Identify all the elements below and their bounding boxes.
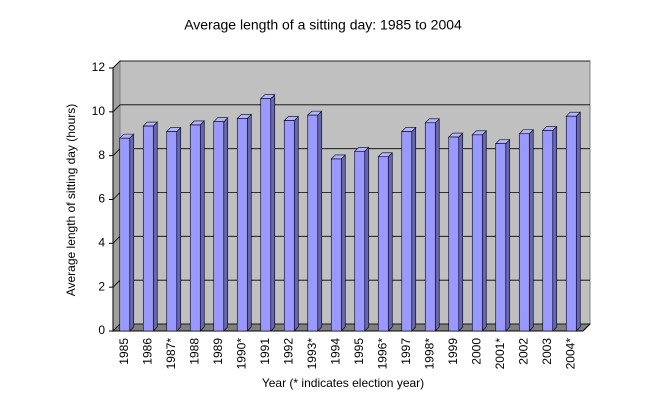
bar-front [142,125,154,332]
bar-side [152,121,158,332]
x-tick-label: 2000 [469,338,483,365]
floor [111,323,592,332]
bar-side [270,93,276,332]
bar [330,154,346,332]
y-axis-label: Average length of sitting day (hours) [64,104,78,297]
chart-title: Average length of a sitting day: 1985 to… [184,17,462,33]
bar-front [283,120,295,332]
bar [142,121,158,332]
x-tick-label: 1986 [140,338,154,365]
bar-side [434,118,440,332]
bar [119,133,135,332]
bar-front [119,137,131,332]
bar-side [387,152,393,332]
y-tick-label: 8 [98,148,105,162]
bar [189,120,205,332]
y-tick-label: 0 [98,323,105,337]
bar-front [542,130,554,332]
bar-side [199,120,205,332]
x-tick-label: 1990* [234,338,248,370]
bar-side [575,111,581,332]
x-tick-label: 2004* [563,338,577,370]
x-tick-label: 2001* [493,338,507,370]
bar-side [552,125,558,332]
bar-side [293,115,299,332]
x-tick-label: 1996* [375,338,389,370]
x-tick-label: 1985 [117,338,131,365]
x-tick-label: 1997 [399,338,413,365]
bar-front [213,121,225,332]
bar [471,130,487,332]
bar-side [505,138,511,332]
bar [260,93,276,332]
bar-side [176,126,182,332]
bar [166,126,182,332]
bar [377,152,393,332]
bar-front [166,131,178,332]
bar-front [307,114,319,332]
y-tick-label: 2 [98,279,105,293]
bar [565,111,581,332]
bar-side [129,133,135,332]
bar-front [424,122,436,332]
bar-front [236,118,248,332]
bar [542,125,558,332]
x-tick-label: 1992 [281,338,295,365]
x-tick-label: 1999 [446,338,460,365]
x-tick-label: 2002 [516,338,530,365]
y-tick-label: 6 [98,192,105,206]
bar [401,126,417,332]
x-tick-label: 1991 [258,338,272,365]
bar-side [364,146,370,332]
bar-side [458,132,464,332]
x-tick-label: 1989 [211,338,225,365]
y-tick-label: 4 [98,236,105,250]
bar-side [223,116,229,332]
bar [448,132,464,332]
bar-front [330,158,342,332]
bar [307,110,323,332]
bar [283,115,299,332]
bar-side [246,113,252,332]
grid-line [112,60,590,69]
x-tick-label: 1988 [187,338,201,365]
bar [495,138,511,332]
bar-front [354,150,366,332]
bar [424,118,440,332]
bar-front [260,98,272,332]
y-tick-label: 10 [92,104,106,118]
bar-front [495,143,507,332]
bar-side [340,154,346,332]
bar-side [411,126,417,332]
bar-front [448,136,460,332]
bar [236,113,252,332]
bar-front [189,124,201,332]
x-tick-label: 1987* [164,338,178,370]
bar-side [528,129,534,332]
bar [354,146,370,332]
x-tick-label: 1993* [305,338,319,370]
x-axis-depth [582,323,591,332]
bar [213,116,229,332]
bar-front [377,156,389,332]
bar-front [565,115,577,332]
y-tick-label: 12 [92,60,106,74]
bar [518,129,534,332]
bar-front [518,133,530,332]
bar-front [471,134,483,332]
bar-side [317,110,323,332]
grid-line [112,104,590,113]
bar-front [401,131,413,332]
bar-side [481,130,487,332]
x-axis-label: Year (* indicates election year) [262,376,424,390]
x-tick-label: 1995 [352,338,366,365]
x-tick-label: 1994 [328,338,342,365]
x-tick-label: 1998* [422,338,436,370]
x-tick-label: 2003 [540,338,554,365]
